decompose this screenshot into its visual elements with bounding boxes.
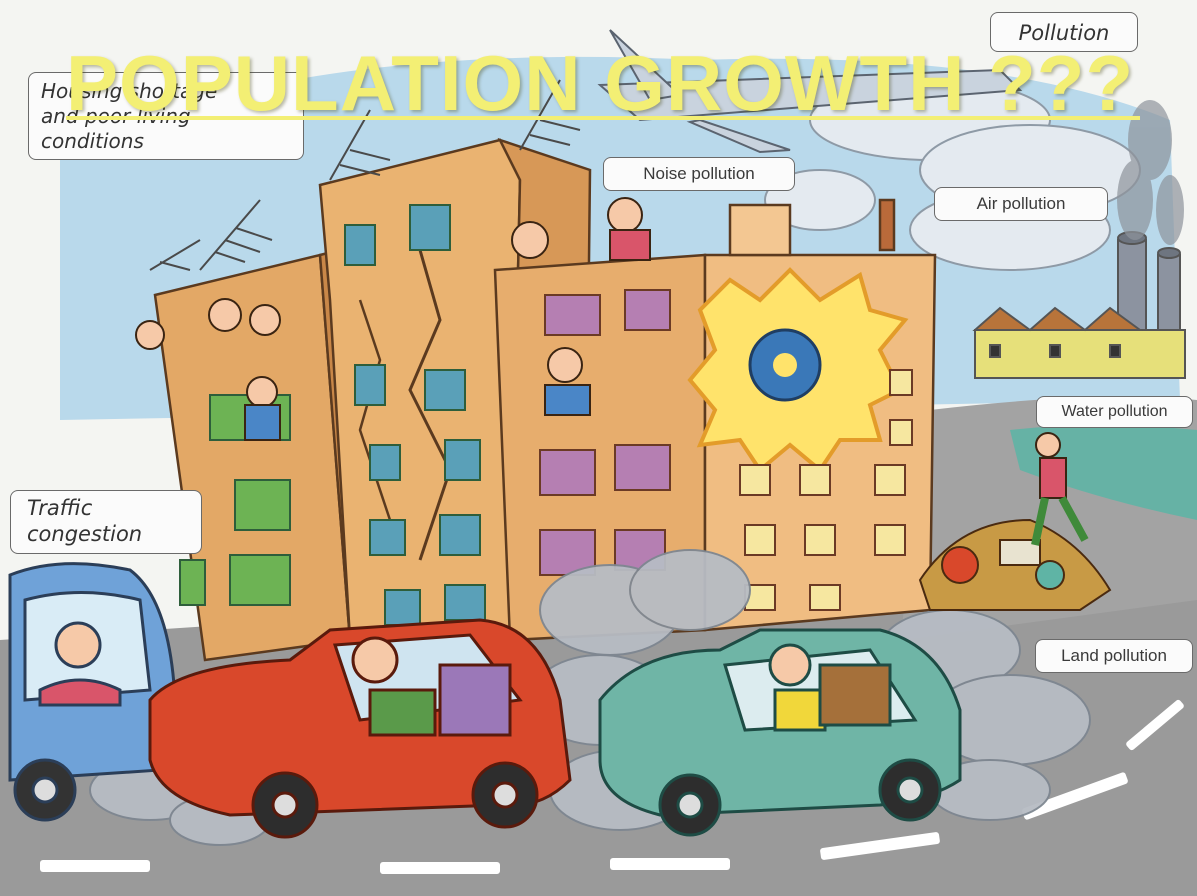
rubbish-pile bbox=[918, 518, 1112, 611]
slide-title: POPULATION GROWTH ??? bbox=[66, 39, 1135, 127]
road-markings bbox=[40, 699, 1184, 874]
label-traffic-congestion: Traffic congestion bbox=[10, 490, 202, 554]
factory bbox=[972, 231, 1186, 379]
label-housing-line-1: Housing shortage bbox=[41, 79, 218, 103]
windows bbox=[344, 204, 486, 626]
airplane bbox=[597, 29, 1023, 154]
label-noise-pollution: Noise pollution bbox=[603, 157, 795, 191]
teal-car bbox=[598, 628, 962, 837]
windows-green bbox=[179, 394, 291, 606]
title-underline bbox=[66, 116, 1140, 120]
antennas bbox=[149, 79, 581, 271]
walking-person bbox=[1031, 432, 1089, 546]
label-air-pollution: Air pollution bbox=[934, 187, 1108, 221]
residents bbox=[135, 197, 651, 441]
label-traffic-line-2: congestion bbox=[27, 522, 143, 547]
label-land-pollution: Land pollution bbox=[1035, 639, 1193, 673]
label-housing-line-3: conditions bbox=[41, 129, 144, 153]
factory-smoke bbox=[1117, 100, 1184, 245]
blue-car bbox=[8, 562, 177, 822]
label-traffic-line-1: Traffic bbox=[27, 496, 93, 520]
windows-purple bbox=[539, 289, 671, 576]
label-pollution: Pollution bbox=[990, 12, 1138, 52]
label-water-pollution: Water pollution bbox=[1036, 396, 1193, 428]
red-car bbox=[148, 618, 572, 839]
